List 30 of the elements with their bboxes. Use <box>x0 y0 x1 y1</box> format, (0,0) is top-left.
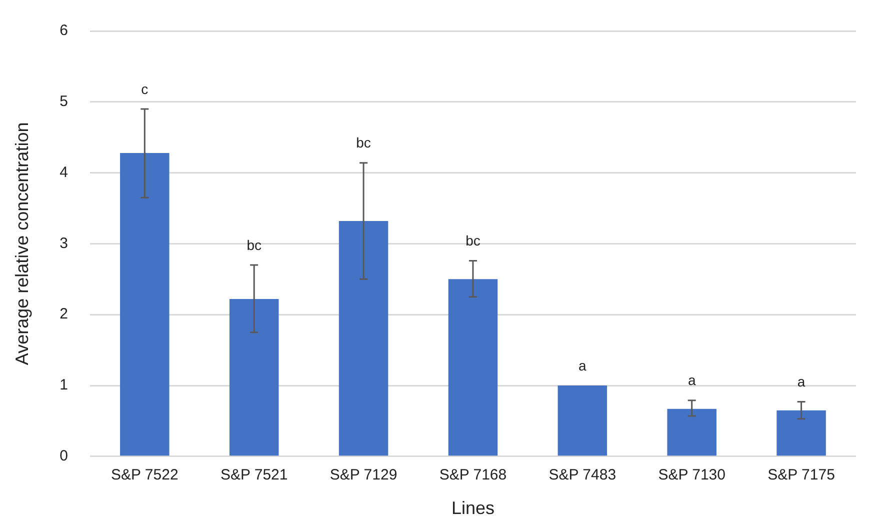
y-tick-label: 5 <box>60 93 68 110</box>
y-tick-label: 6 <box>60 22 68 40</box>
annotation: bc <box>466 232 480 249</box>
y-tick-label: 3 <box>60 234 68 252</box>
x-tick-label: S&P 7130 <box>658 466 726 484</box>
y-tick-label: 2 <box>60 306 68 323</box>
x-tick-label: S&P 7522 <box>111 466 178 484</box>
annotation: c <box>141 80 148 97</box>
annotation: bc <box>246 236 262 253</box>
y-tick-label: 4 <box>60 164 68 181</box>
annotation: a <box>578 357 587 374</box>
annotation: a <box>797 374 806 390</box>
bar <box>448 279 498 456</box>
bar <box>667 408 716 456</box>
x-tick-label: S&P 7175 <box>768 466 835 484</box>
bar <box>558 386 608 456</box>
annotation: a <box>688 372 696 388</box>
x-tick-label: S&P 7521 <box>220 466 288 484</box>
bar <box>776 410 826 456</box>
bar <box>120 152 170 456</box>
annotation: bc <box>356 134 371 151</box>
x-axis-title: Lines <box>451 498 494 518</box>
bar <box>229 299 279 456</box>
y-tick-label: 0 <box>60 448 68 465</box>
bar <box>338 221 388 456</box>
x-tick-label: S&P 7483 <box>548 466 616 484</box>
x-tick-label: S&P 7168 <box>439 466 507 484</box>
x-tick-label: S&P 7129 <box>330 466 398 484</box>
y-tick-label: 1 <box>60 376 68 394</box>
y-axis-title: Average relative concentration <box>12 122 32 366</box>
